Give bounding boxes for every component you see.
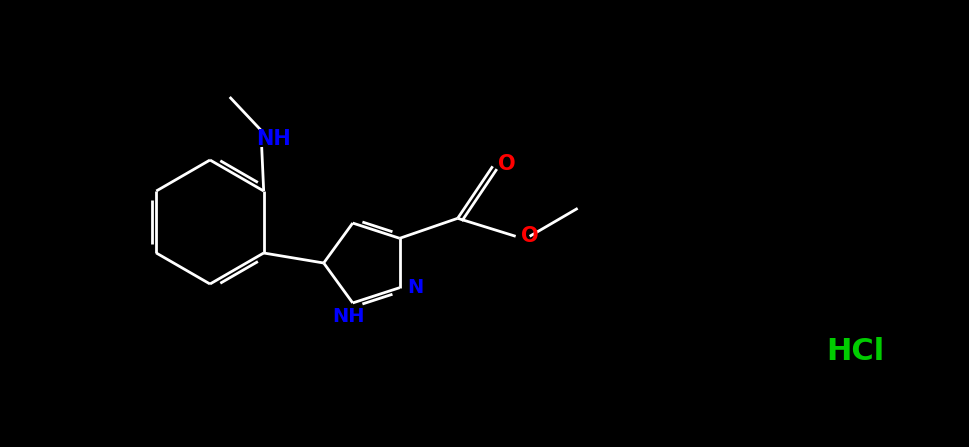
Text: O: O	[521, 226, 539, 246]
Text: N: N	[408, 278, 423, 297]
Text: NH: NH	[332, 308, 365, 326]
Text: HCl: HCl	[826, 337, 884, 367]
Text: NH: NH	[257, 129, 291, 149]
Text: O: O	[498, 154, 516, 174]
